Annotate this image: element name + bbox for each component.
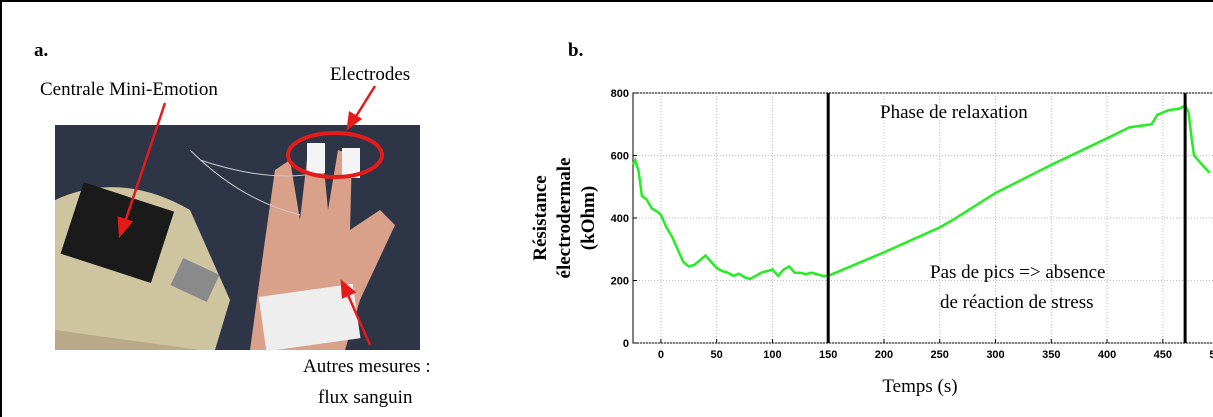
panel-label: b. [568, 40, 583, 61]
x-tick-label: 50 [711, 349, 723, 361]
x-tick-label: 400 [1098, 349, 1116, 361]
annotation: Pas de pics => absence [930, 262, 1106, 283]
annotation: Phase de relaxation [880, 102, 1028, 123]
x-tick-label: 250 [931, 349, 949, 361]
x-tick-label: 300 [986, 349, 1004, 361]
y-axis-title: Résistance [530, 175, 551, 260]
x-tick-label: 500 [1209, 349, 1213, 361]
annotation: Electrodes [330, 64, 410, 85]
y-tick-label: 200 [611, 276, 629, 288]
y-tick-label: 600 [611, 151, 629, 163]
x-tick-label: 350 [1042, 349, 1060, 361]
x-tick-label: 100 [763, 349, 781, 361]
x-tick-label: 200 [875, 349, 893, 361]
x-tick-label: 450 [1154, 349, 1172, 361]
y-tick-label: 400 [611, 213, 629, 225]
panel-label: a. [34, 40, 48, 61]
highlight-ellipse [286, 131, 384, 179]
y-tick-label: 0 [623, 338, 629, 350]
x-tick-label: 150 [819, 349, 837, 361]
y-axis-title: électrodermale [554, 158, 575, 279]
annotation: flux sanguin [318, 387, 413, 408]
annotation: Autres mesures : [303, 356, 431, 377]
annotation: Centrale Mini-Emotion [40, 79, 218, 100]
annotation: de réaction de stress [940, 292, 1094, 313]
photo [55, 125, 420, 352]
x-tick-label: 0 [658, 349, 664, 361]
arrows [117, 85, 377, 346]
x-axis-title: Temps (s) [882, 376, 957, 397]
y-tick-label: 800 [611, 88, 629, 100]
data-line [631, 103, 1211, 281]
y-axis-title: (kOhm) [578, 186, 599, 250]
chart: 0 200 400 600 800 0 50 100 150 200 250 300 350 400 450… [530, 88, 1213, 397]
